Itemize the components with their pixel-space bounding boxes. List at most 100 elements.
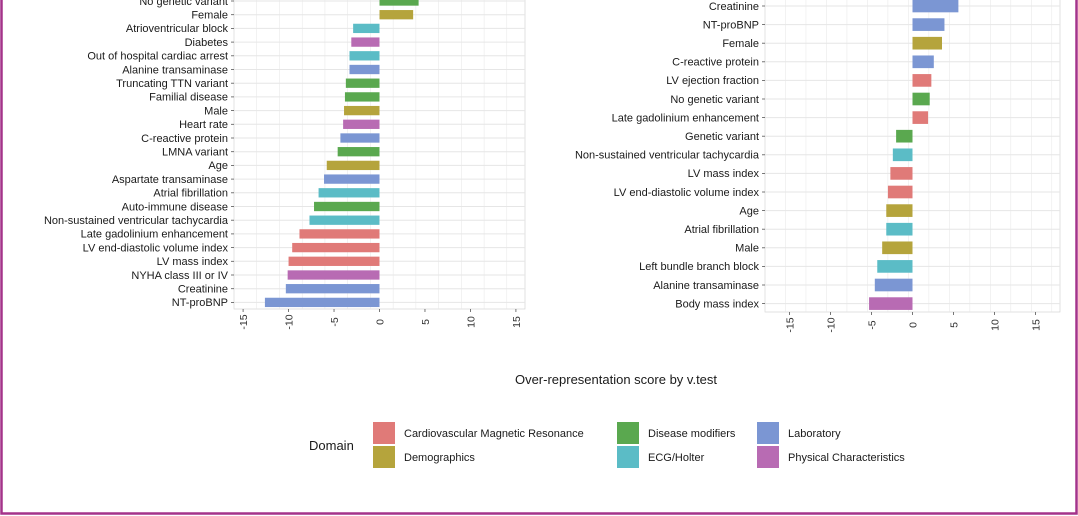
- legend-label: Disease modifiers: [648, 428, 736, 440]
- bar-atrioventricular-block: [353, 23, 380, 34]
- bar-lv-mass-index: [890, 167, 913, 180]
- category-label: Genetic variant: [685, 131, 759, 143]
- category-label: Non-sustained ventricular tachycardia: [44, 215, 229, 227]
- x-tick-label: -10: [284, 314, 296, 329]
- bar-alanine-transaminase: [874, 278, 913, 292]
- category-label: C-reactive protein: [672, 57, 759, 69]
- category-label: Body mass index: [675, 298, 759, 310]
- category-label: NT-proBNP: [703, 19, 759, 31]
- category-label: Creatinine: [178, 284, 228, 296]
- category-label: LV end-diastolic volume index: [83, 242, 229, 254]
- bar-age: [326, 160, 380, 171]
- legend-swatch-ecg-holter: [617, 446, 639, 468]
- category-label: Age: [208, 160, 228, 172]
- category-label: LMNA variant: [162, 147, 228, 159]
- x-tick-label: 5: [948, 322, 960, 328]
- category-label: Non-sustained ventricular tachycardia: [575, 150, 760, 162]
- bar-atrial-fibrillation: [886, 222, 913, 236]
- bar-no-genetic-variant: [912, 92, 930, 106]
- x-tick-label: -10: [826, 317, 838, 332]
- legend-label: ECG/Holter: [648, 452, 705, 464]
- legend-label: Laboratory: [788, 428, 841, 440]
- bar-c-reactive-protein: [340, 133, 380, 143]
- bar-lv-end-diastolic-volume-index: [292, 242, 380, 253]
- x-tick-label: -15: [238, 314, 250, 329]
- category-label: Diabetes: [185, 37, 229, 49]
- category-label: Heart rate: [179, 119, 228, 131]
- category-label: Alanine transaminase: [653, 280, 759, 292]
- category-label: Late gadolinium enhancement: [81, 229, 228, 241]
- category-label: C-reactive protein: [141, 133, 228, 145]
- x-axis-title: Over-representation score by v.test: [515, 372, 717, 387]
- x-tick-label: 10: [989, 319, 1001, 331]
- category-label: Atrial fibrillation: [684, 224, 759, 236]
- category-label: LV ejection fraction: [666, 75, 759, 87]
- bar-auto-immune-disease: [314, 201, 380, 212]
- bar-non-sustained-ventricular-tachycardia: [309, 215, 380, 225]
- bar-nt-probnp: [912, 18, 945, 31]
- bar-nt-probnp: [264, 297, 380, 308]
- x-tick-label: -5: [329, 317, 341, 326]
- bar-creatinine: [285, 284, 380, 294]
- category-label: No genetic variant: [670, 94, 759, 106]
- bar-female: [912, 36, 942, 50]
- x-tick-label: -5: [867, 320, 879, 329]
- bar-familial-disease: [344, 92, 380, 102]
- x-tick-label: -15: [785, 317, 797, 332]
- category-label: Left bundle branch block: [639, 261, 759, 273]
- category-label: No genetic variant: [139, 0, 228, 8]
- x-tick-label: 15: [1030, 319, 1042, 331]
- bar-lv-end-diastolic-volume-index: [887, 185, 913, 199]
- legend-swatch-cardiovascular-magnetic-resonance: [373, 422, 395, 444]
- bar-lv-ejection-fraction: [912, 74, 932, 87]
- legend-swatch-demographics: [373, 446, 395, 468]
- bar-age: [886, 204, 913, 217]
- legend: Domain Cardiovascular Magnetic Resonance…: [309, 422, 905, 468]
- category-label: Age: [739, 205, 759, 217]
- bar-creatinine: [912, 0, 959, 13]
- category-label: Alanine transaminase: [122, 64, 228, 76]
- legend-title: Domain: [309, 438, 354, 453]
- category-label: LV mass index: [688, 168, 760, 180]
- category-label: Atrial fibrillation: [153, 188, 228, 200]
- category-label: NYHA class III or IV: [131, 270, 228, 282]
- x-tick-label: 0: [375, 319, 387, 325]
- left-chart-panel: No genetic variant FemaleAtrioventricular…: [44, 0, 526, 330]
- category-label: Female: [191, 10, 228, 22]
- category-label: Creatinine: [709, 1, 759, 13]
- category-label: Out of hospital cardiac arrest: [87, 51, 228, 63]
- category-label: Male: [204, 105, 228, 117]
- bar-female: [379, 10, 414, 20]
- category-label: Female: [722, 38, 759, 50]
- category-label: Male: [735, 243, 759, 255]
- x-tick-label: 0: [908, 322, 920, 328]
- category-label: LV end-diastolic volume index: [614, 187, 760, 199]
- bar-male: [882, 241, 913, 255]
- bar-genetic-variant: [896, 129, 913, 143]
- bar-male: [344, 105, 380, 116]
- bar-out-of-hospital-cardiac-arrest: [349, 51, 380, 61]
- legend-swatch-laboratory: [757, 422, 779, 444]
- bar-heart-rate: [343, 119, 380, 129]
- bar-left-bundle-branch-block: [877, 260, 913, 273]
- bar-atrial-fibrillation: [318, 188, 380, 198]
- right-chart-panel: Creatinine NT-proBNP Female C-reactive prot…: [575, 0, 1061, 333]
- legend-swatch-disease-modifiers: [617, 422, 639, 444]
- x-tick-label: 5: [420, 319, 432, 325]
- bar-truncating-ttn-variant: [345, 78, 380, 88]
- bar-late-gadolinium-enhancement: [912, 111, 929, 124]
- category-label: Late gadolinium enhancement: [612, 112, 759, 124]
- x-tick-label: 10: [465, 316, 477, 328]
- bar-body-mass-index: [869, 297, 913, 310]
- legend-label: Cardiovascular Magnetic Resonance: [404, 428, 584, 440]
- x-tick-label: 15: [511, 316, 523, 328]
- category-label: Truncating TTN variant: [116, 78, 228, 90]
- bar-c-reactive-protein: [912, 55, 934, 69]
- legend-label: Demographics: [404, 452, 475, 464]
- bar-alanine-transaminase: [349, 64, 380, 75]
- bar-lv-mass-index: [288, 256, 380, 266]
- category-label: Aspartate transaminase: [112, 174, 228, 186]
- legend-label: Physical Characteristics: [788, 452, 905, 464]
- bar-diabetes: [351, 37, 380, 47]
- bar-nyha-class-iii-or-iv: [287, 270, 380, 280]
